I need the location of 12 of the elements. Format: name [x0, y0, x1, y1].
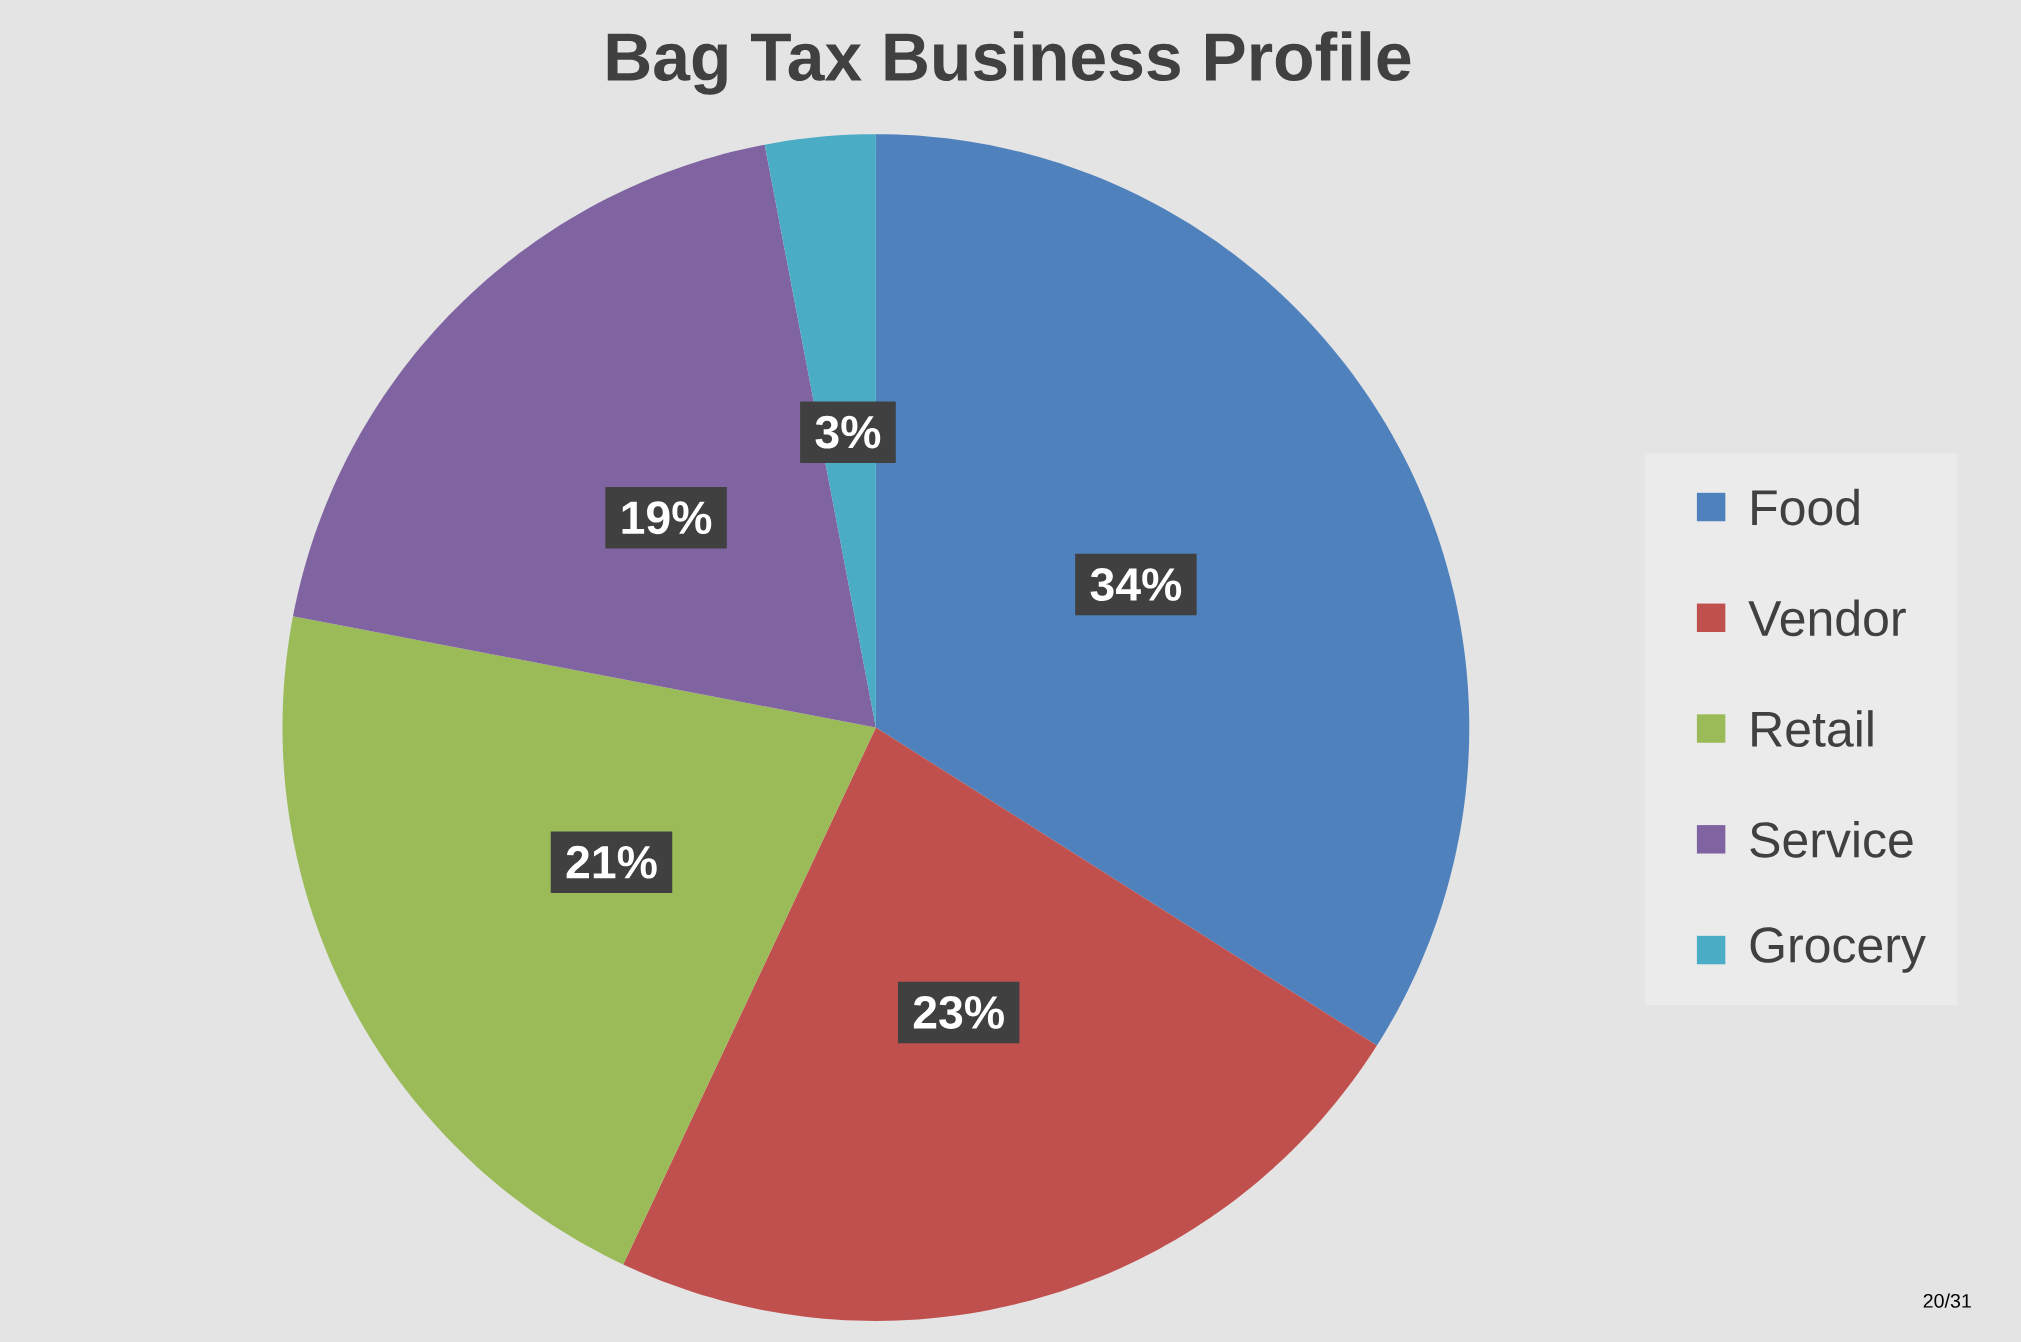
data-label: 23% [913, 995, 1004, 1029]
data-label: 3% [815, 415, 881, 449]
text: 20/31 [1923, 1293, 1971, 1308]
data-label: 19% [622, 501, 712, 534]
legend-label: Service [1750, 820, 1913, 858]
legend-label: Food [1752, 488, 1859, 526]
data-label: 21% [566, 845, 657, 879]
legend-label: Vendor [1748, 599, 1906, 637]
legend-label: Retail [1752, 710, 1873, 747]
data-label: 34% [1090, 567, 1182, 601]
legend-label: Grocery [1750, 927, 1926, 973]
chart-title: Bag Tax Business Profile [607, 31, 1411, 95]
